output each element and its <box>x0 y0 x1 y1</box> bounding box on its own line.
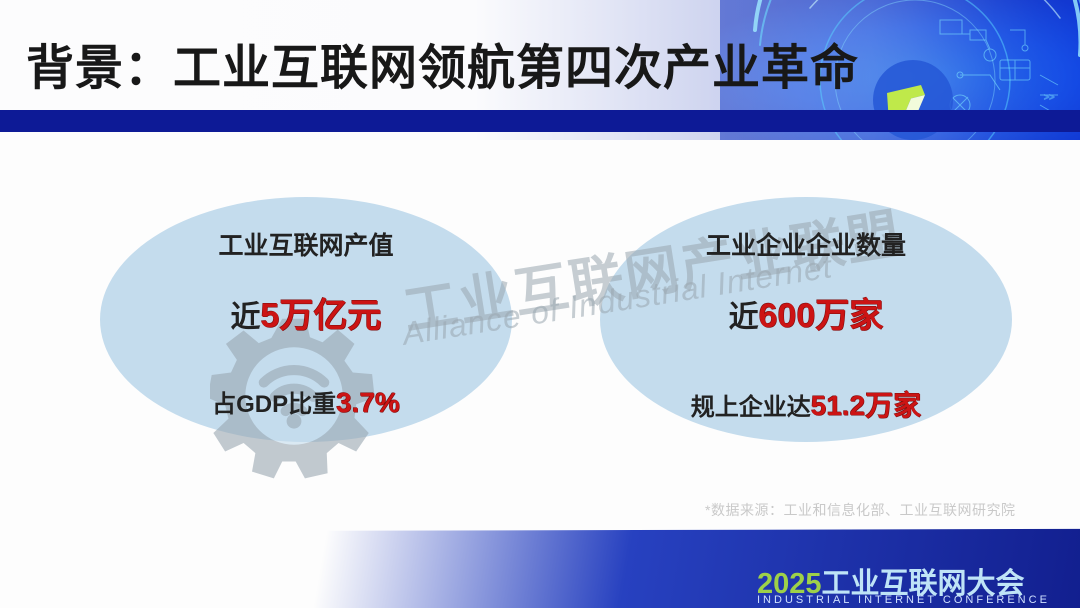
svg-text:>>: >> <box>1044 92 1055 102</box>
